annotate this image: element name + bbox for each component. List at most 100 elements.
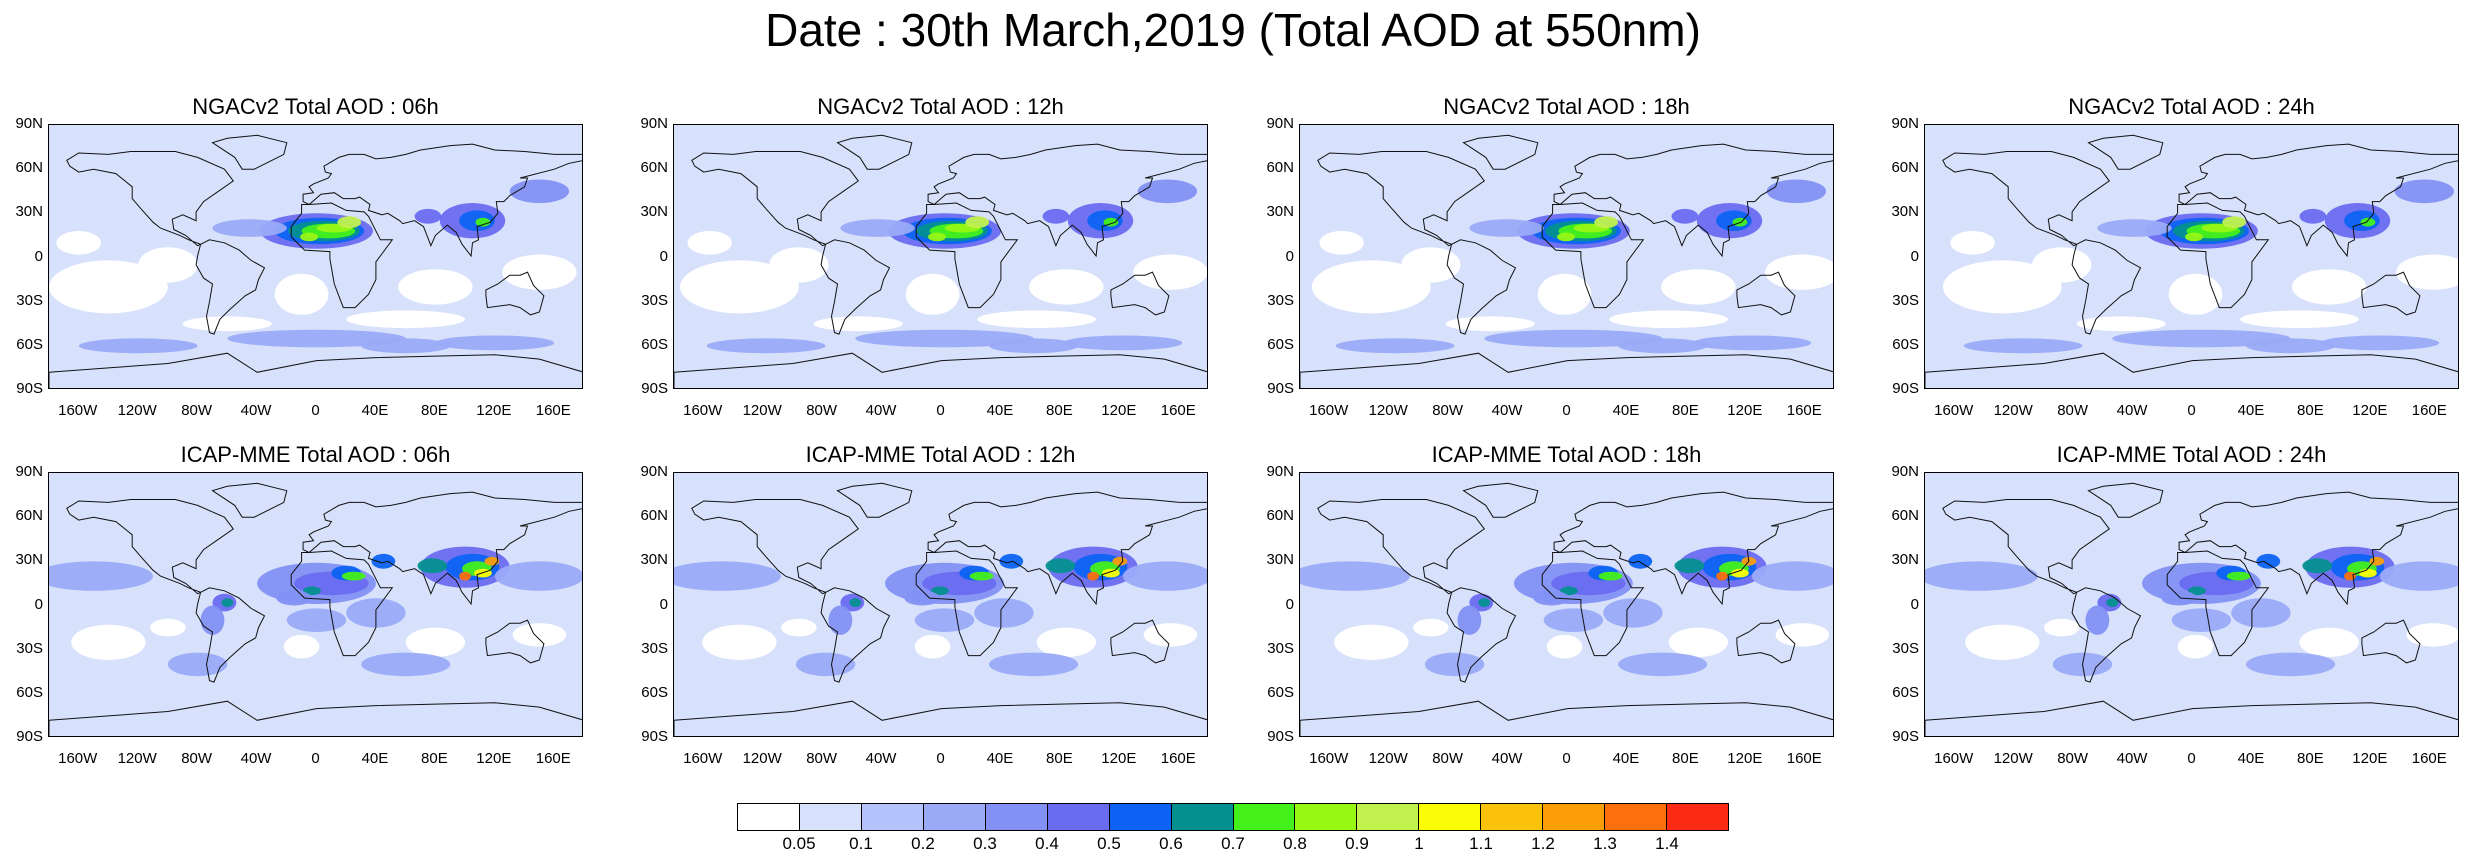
lat-tick-label: 0 [1285, 595, 1294, 613]
lat-tick-label: 60N [640, 507, 668, 525]
lon-tick-label: 160E [1786, 750, 1822, 767]
panel-title: NGACv2 Total AOD : 12h [817, 94, 1064, 119]
colorbar-label: 0.5 [1097, 834, 1121, 853]
lon-tick-label: 80W [806, 402, 838, 419]
colorbar [737, 803, 1729, 831]
colorbar-swatch [1481, 804, 1544, 830]
lon-tick-label: 0 [1562, 402, 1571, 419]
lat-tick-label: 90S [1892, 728, 1919, 745]
map-panel: NGACv2 Total AOD : 06h 90N 60N 30N 0 30S 60S 90… [15, 94, 583, 419]
lat-tick-label: 0 [659, 247, 668, 265]
colorbar-swatch [738, 804, 800, 830]
colorbar-label: 0.9 [1345, 834, 1369, 853]
lon-tick-label: 120E [1727, 750, 1763, 767]
lon-tick-label: 80E [2297, 750, 2324, 767]
lon-tick-label: 80W [181, 402, 213, 419]
lon-tick-label: 160W [1934, 402, 1974, 419]
lon-tick-label: 40E [1612, 402, 1640, 419]
lat-tick-label: 30N [1266, 203, 1294, 221]
colorbar-label: 1.3 [1593, 834, 1617, 853]
colorbar-label: 1 [1414, 834, 1424, 853]
lon-tick-label: 120W [1993, 402, 2033, 419]
lon-tick-label: 120E [1101, 402, 1137, 419]
aod-map [673, 124, 1208, 389]
lon-tick-label: 160E [1160, 402, 1196, 419]
panel-title: ICAP-MME Total AOD : 18h [1431, 442, 1702, 467]
map-panel: ICAP-MME Total AOD : 24h 90N 60N 30N 0 30S 60S… [1891, 442, 2459, 767]
lon-tick-label: 120W [117, 750, 157, 767]
lon-tick-label: 80W [1432, 750, 1464, 767]
lat-tick-label: 30S [641, 639, 668, 657]
lat-tick-label: 30N [15, 551, 43, 569]
lat-tick-label: 30S [16, 639, 43, 657]
lat-tick-label: 30N [1891, 203, 1919, 221]
lat-tick-label: 30N [1266, 551, 1294, 569]
lat-tick-label: 90N [1891, 115, 1919, 132]
colorbar-swatch [799, 804, 862, 830]
colorbar-swatch [923, 804, 986, 830]
lon-tick-label: 120W [742, 402, 782, 419]
lon-tick-label: 120W [1368, 402, 1408, 419]
lon-tick-label: 160E [1160, 750, 1196, 767]
lon-tick-label: 80E [1672, 750, 1699, 767]
lat-tick-label: 90N [15, 115, 43, 132]
colorbar-swatch [1109, 804, 1172, 830]
lat-tick-label: 60N [640, 159, 668, 177]
colorbar-label: 1.4 [1655, 834, 1679, 853]
colorbar-swatch [1357, 804, 1420, 830]
colorbar-swatch [1667, 804, 1728, 830]
aod-map [673, 472, 1208, 737]
lon-tick-label: 0 [2187, 750, 2196, 767]
lon-tick-label: 160E [535, 750, 571, 767]
lon-tick-label: 80E [1046, 402, 1073, 419]
lat-tick-label: 90N [1266, 463, 1294, 480]
lat-tick-label: 60S [641, 335, 668, 353]
aod-map [1924, 472, 2459, 737]
lat-tick-label: 30S [1892, 291, 1919, 309]
lat-tick-label: 90N [1266, 115, 1294, 132]
panel-title: ICAP-MME Total AOD : 06h [180, 442, 451, 467]
colorbar-swatch [1419, 804, 1482, 830]
lon-tick-label: 0 [1562, 750, 1571, 767]
lat-tick-label: 60N [1266, 159, 1294, 177]
lon-tick-label: 40W [240, 750, 272, 767]
lat-tick-label: 30N [15, 203, 43, 221]
lat-tick-label: 90N [1891, 463, 1919, 480]
lon-tick-label: 120W [742, 750, 782, 767]
lon-tick-label: 80E [421, 750, 448, 767]
lon-tick-label: 120E [2352, 402, 2388, 419]
lon-tick-label: 160E [1786, 402, 1822, 419]
panel-title: NGACv2 Total AOD : 18h [1443, 94, 1690, 119]
lat-tick-label: 0 [1910, 247, 1919, 265]
lon-tick-label: 80E [2297, 402, 2324, 419]
lon-tick-label: 0 [2187, 402, 2196, 419]
lat-tick-label: 0 [659, 595, 668, 613]
lat-tick-label: 30S [1267, 291, 1294, 309]
lon-tick-label: 40W [240, 402, 272, 419]
lon-tick-label: 80E [1672, 402, 1699, 419]
lon-tick-label: 0 [311, 402, 320, 419]
lat-tick-label: 60N [1266, 507, 1294, 525]
lon-tick-label: 40W [865, 750, 897, 767]
lon-tick-label: 40E [2237, 750, 2265, 767]
lat-tick-label: 30N [1891, 551, 1919, 569]
lon-tick-label: 0 [311, 750, 320, 767]
lon-tick-label: 40E [986, 402, 1014, 419]
lon-tick-label: 120W [117, 402, 157, 419]
lat-tick-label: 60S [1892, 683, 1919, 701]
lon-tick-label: 120E [2352, 750, 2388, 767]
lon-tick-label: 160W [1934, 750, 1974, 767]
lon-tick-label: 80W [2057, 750, 2089, 767]
colorbar-swatch [861, 804, 924, 830]
lat-tick-label: 60N [15, 159, 43, 177]
colorbar-label: 0.1 [849, 834, 873, 853]
aod-map [48, 472, 583, 737]
lon-tick-label: 40E [361, 750, 389, 767]
aod-map [1299, 124, 1834, 389]
lon-tick-label: 80W [2057, 402, 2089, 419]
lat-tick-label: 90S [641, 728, 668, 745]
lon-tick-label: 40W [865, 402, 897, 419]
colorbar-label: 1.1 [1469, 834, 1493, 853]
lon-tick-label: 40W [2116, 750, 2148, 767]
lat-tick-label: 90S [1267, 380, 1294, 397]
